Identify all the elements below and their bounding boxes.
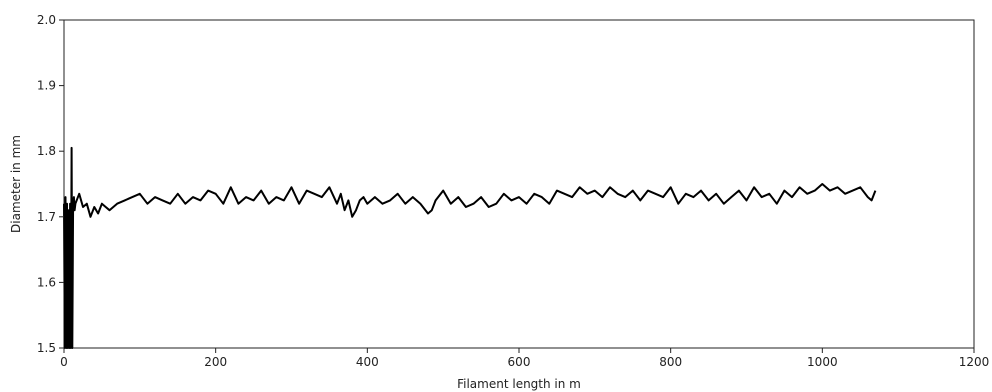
y-tick-label: 1.6 bbox=[37, 275, 56, 289]
x-tick-label: 1000 bbox=[807, 355, 838, 369]
y-axis-label: Diameter in mm bbox=[9, 135, 23, 233]
x-tick-label: 800 bbox=[659, 355, 682, 369]
y-tick-label: 1.9 bbox=[37, 79, 56, 93]
x-tick-label: 0 bbox=[60, 355, 68, 369]
y-tick-label: 1.7 bbox=[37, 210, 56, 224]
y-tick-label: 2.0 bbox=[37, 13, 56, 27]
series-line-diameter bbox=[63, 146, 877, 349]
x-axis-ticks: 0 200 400 600 800 1000 1200 bbox=[60, 348, 989, 369]
x-tick-label: 600 bbox=[508, 355, 531, 369]
x-axis-label: Filament length in m bbox=[457, 377, 581, 391]
y-axis-ticks: 1.5 1.6 1.7 1.8 1.9 2.0 bbox=[37, 13, 64, 355]
x-tick-label: 200 bbox=[204, 355, 227, 369]
x-tick-label: 1200 bbox=[959, 355, 990, 369]
y-tick-label: 1.8 bbox=[37, 144, 56, 158]
y-tick-label: 1.5 bbox=[37, 341, 56, 355]
x-tick-label: 400 bbox=[356, 355, 379, 369]
